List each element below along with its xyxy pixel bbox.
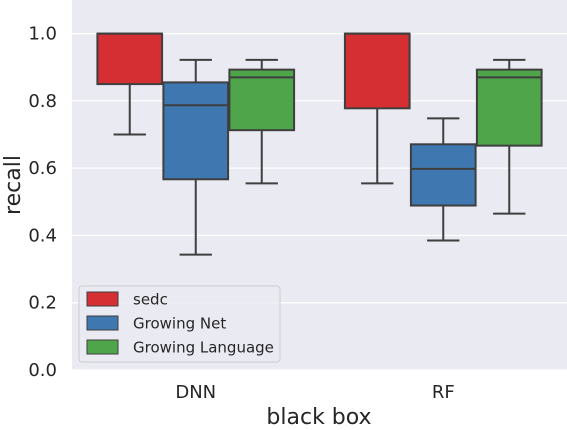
legend: sedc Growing Net Growing Language	[79, 286, 280, 362]
legend-label: sedc	[133, 291, 168, 309]
y-tick-label: 0.8	[28, 91, 57, 112]
legend-label: Growing Net	[133, 315, 226, 333]
legend-swatch	[87, 316, 118, 330]
x-tick-labels: DNN RF	[175, 382, 454, 403]
y-tick-labels: 0.0 0.2 0.4 0.6 0.8 1.0	[28, 24, 57, 381]
legend-item: Growing Language	[87, 339, 274, 357]
y-tick-label: 0.2	[28, 293, 57, 314]
legend-label: Growing Language	[133, 339, 274, 357]
x-axis-title: black box	[266, 405, 371, 430]
box-body	[163, 82, 228, 179]
box-body	[477, 70, 542, 146]
legend-swatch	[87, 292, 118, 306]
y-tick-label: 1.0	[28, 24, 57, 45]
box-body	[97, 34, 162, 84]
box-body	[229, 70, 294, 131]
legend-swatch	[87, 340, 118, 354]
y-tick-label: 0.6	[28, 158, 57, 179]
y-tick-label: 0.4	[28, 225, 57, 246]
legend-item: Growing Net	[87, 315, 226, 333]
x-tick-label: DNN	[175, 382, 216, 403]
x-tick-label: RF	[432, 382, 455, 403]
y-axis-title: recall	[1, 155, 26, 215]
box-body	[411, 144, 476, 205]
y-tick-label: 0.0	[28, 360, 57, 381]
box-body	[345, 34, 410, 109]
